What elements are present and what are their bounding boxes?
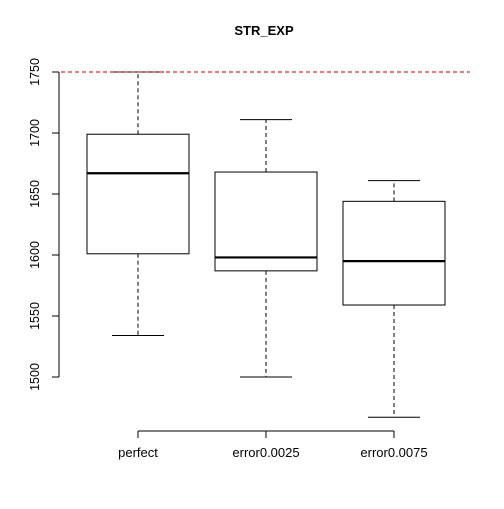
iqr-box <box>86 133 190 255</box>
plot-area: 1500 1550 1600 1650 1700 1750 perfect error0.00… <box>28 58 470 460</box>
y-tick-label: 1750 <box>28 58 42 86</box>
x-tick-label: error0.0075 <box>360 445 427 460</box>
box-error0.0025 <box>214 119 318 378</box>
iqr-box <box>342 200 446 306</box>
iqr-box <box>214 171 318 272</box>
chart-title: STR_EXP <box>234 23 294 38</box>
y-tick-label: 1700 <box>28 119 42 147</box>
y-tick-label: 1500 <box>28 363 42 391</box>
x-tick-label: error0.0025 <box>232 445 299 460</box>
box-error0.0075 <box>342 180 446 418</box>
box-perfect <box>86 71 190 337</box>
y-tick-label: 1550 <box>28 302 42 330</box>
x-tick-label: perfect <box>118 445 158 460</box>
y-tick-label: 1650 <box>28 180 42 208</box>
y-tick-label: 1600 <box>28 241 42 269</box>
